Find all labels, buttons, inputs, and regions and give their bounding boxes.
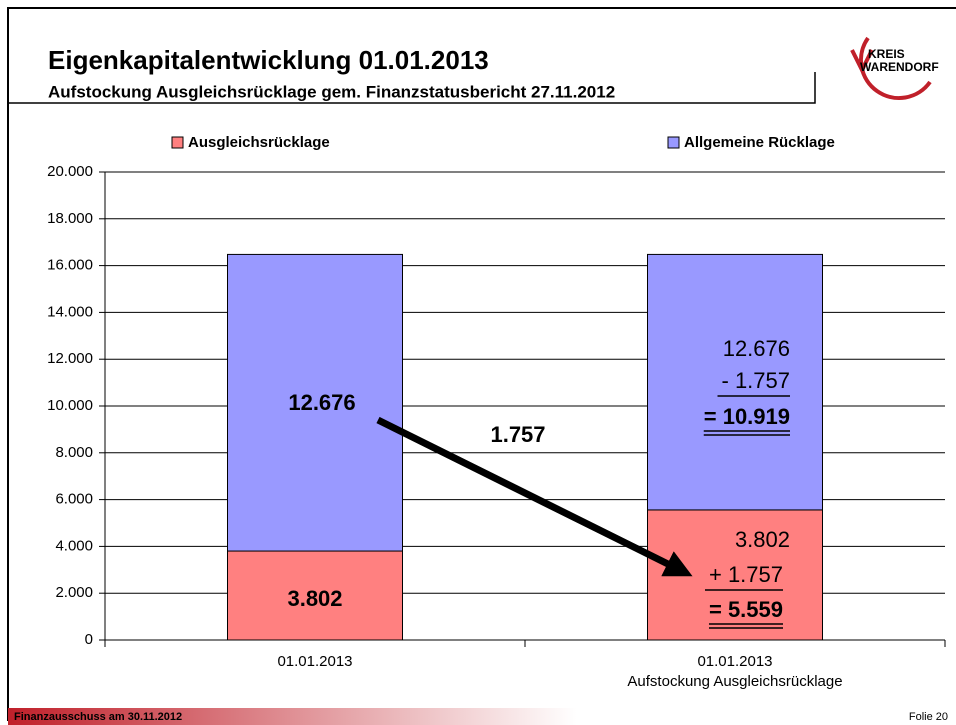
data-label: = 10.919 [704, 404, 790, 429]
y-tick-label: 16.000 [47, 257, 93, 274]
page-number: Folie 20 [909, 711, 948, 723]
x-tick-label: 01.01.2013 Aufstockung Ausgleichsrücklag… [627, 653, 843, 690]
bar-segment [227, 253, 403, 552]
header-rule [8, 72, 816, 104]
legend-swatch [667, 136, 680, 149]
y-tick-label: 0 [85, 631, 93, 648]
logo-text: WARENDORF [860, 60, 939, 74]
y-tick-label: 4.000 [55, 537, 93, 554]
y-tick-label: 8.000 [55, 444, 93, 461]
bar-segment [647, 253, 823, 511]
y-tick-label: 14.000 [47, 303, 93, 320]
y-tick-label: 20.000 [47, 163, 93, 180]
legend-swatch [171, 136, 184, 149]
logo-arc [859, 36, 932, 100]
y-tick-label: 12.000 [47, 350, 93, 367]
footer-text: Finanzausschuss am 30.11.2012 [14, 711, 182, 723]
y-tick-label: 2.000 [55, 584, 93, 601]
data-label: 12.676 [288, 390, 355, 415]
annotation: + 1.757 [709, 562, 783, 587]
annotation: 1.757 [490, 422, 545, 447]
chart-title: Eigenkapitalentwicklung 01.01.2013 [48, 45, 489, 75]
arrow [376, 416, 693, 577]
data-label: 3.802 [287, 586, 342, 611]
x-tick-label: 01.01.2013 [277, 653, 353, 670]
chart-subtitle: Aufstockung Ausgleichsrücklage gem. Fina… [48, 82, 615, 101]
y-tick-label: 18.000 [47, 210, 93, 227]
legend-label: Ausgleichsrücklage [188, 134, 330, 151]
annotation: 12.676 [723, 336, 790, 361]
logo-mark [850, 49, 874, 75]
logo-text: KREIS [868, 47, 905, 61]
annotation: - 1.757 [722, 368, 791, 393]
bar-segment [227, 550, 403, 641]
data-label: = 5.559 [709, 597, 783, 622]
legend-label: Allgemeine Rücklage [684, 134, 835, 151]
footer-bar [8, 708, 956, 725]
y-tick-label: 6.000 [55, 491, 93, 508]
annotation: 3.802 [735, 527, 790, 552]
y-tick-label: 10.000 [47, 397, 93, 414]
